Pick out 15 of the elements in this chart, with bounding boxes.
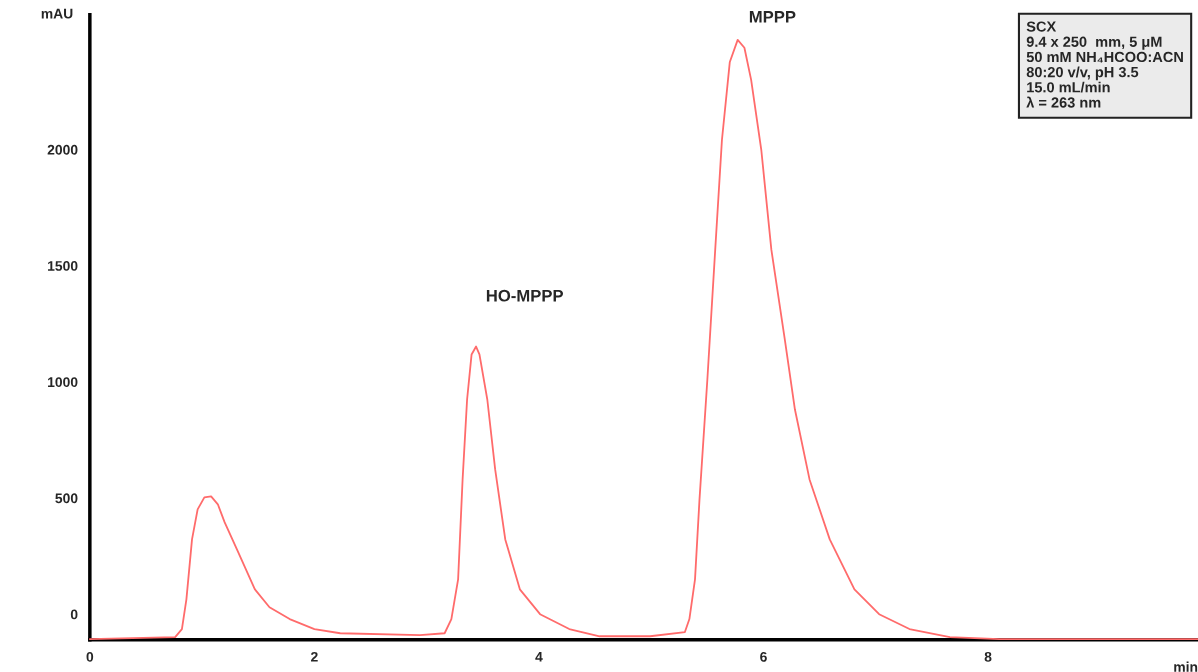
annotation: HO-MPPP — [486, 289, 564, 302]
y-tick-label: 500 — [55, 493, 78, 504]
x-tick-label: 8 — [984, 651, 992, 662]
x-tick-label: 0 — [86, 651, 94, 662]
y-tick-label: 1000 — [48, 377, 78, 388]
y-tick-label: 1500 — [48, 261, 78, 271]
x-axis-title: min — [1174, 661, 1198, 672]
annotation: SCX 9.4 x 250 mm, 5 μM 50 mM NH₄HCOO:ACN 80:20 v/v, pH 3.5 15.0 mL/min λ = 263 nm — [1026, 21, 1183, 108]
x-tick-label: 2 — [311, 651, 318, 662]
y-tick-label: 0 — [70, 609, 78, 620]
y-tick-label: 2000 — [47, 144, 78, 155]
x-tick-label: 4 — [535, 652, 543, 662]
annotation: MPPP — [749, 11, 796, 23]
x-tick-label: 6 — [760, 651, 767, 662]
y-axis-title: mAU — [41, 8, 73, 19]
